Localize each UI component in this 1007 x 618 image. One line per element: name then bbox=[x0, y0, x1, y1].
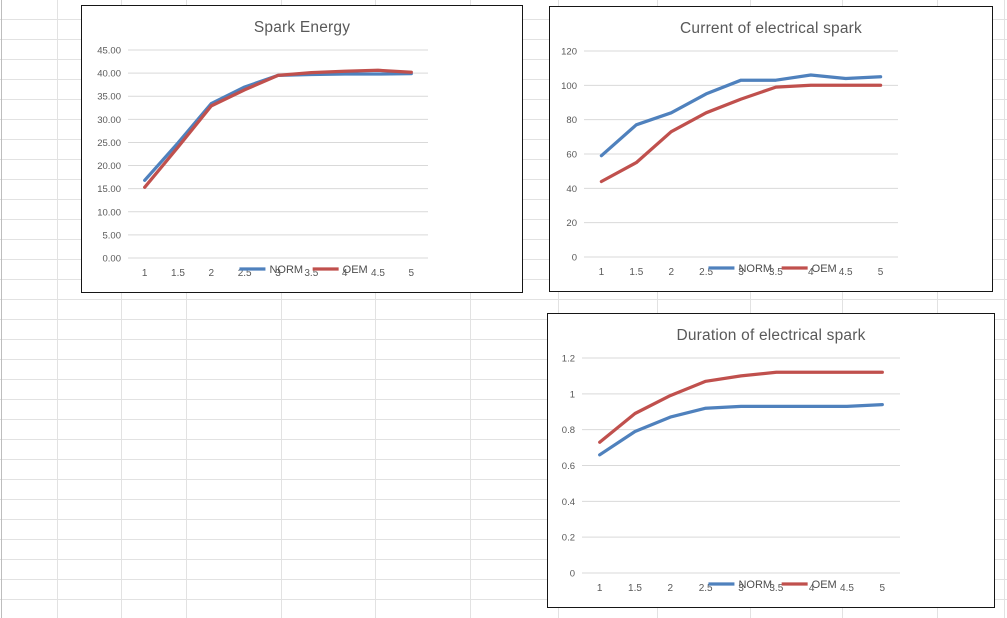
x-axis-tick-labels: 1 1.5 2 2.5 3 3.5 4 4.5 5 bbox=[599, 267, 884, 278]
chart-gridlines bbox=[582, 357, 900, 574]
grid-line-vertical bbox=[470, 0, 471, 618]
svg-text:120: 120 bbox=[561, 47, 577, 58]
grid-line-vertical bbox=[558, 0, 559, 618]
svg-text:4.5: 4.5 bbox=[371, 268, 385, 279]
svg-text:35.00: 35.00 bbox=[97, 92, 121, 103]
svg-text:1: 1 bbox=[597, 583, 603, 594]
svg-text:2: 2 bbox=[668, 267, 674, 278]
svg-text:4: 4 bbox=[809, 583, 815, 594]
svg-text:5: 5 bbox=[409, 268, 415, 279]
svg-text:2.5: 2.5 bbox=[238, 268, 252, 279]
grid-line-vertical bbox=[657, 0, 658, 618]
line-chart-canvas: 0 20 40 60 80 100 120 1 1.5 2 2.5 3 3.5 4 4.5 5 NORM OEM bbox=[561, 47, 898, 278]
svg-text:0.00: 0.00 bbox=[103, 254, 122, 265]
grid-line-vertical bbox=[281, 0, 282, 618]
svg-text:3.5: 3.5 bbox=[304, 268, 318, 279]
grid-line-vertical bbox=[186, 0, 187, 618]
svg-text:15.00: 15.00 bbox=[97, 184, 121, 195]
chart-legend: NORM OEM bbox=[239, 264, 368, 276]
svg-text:3: 3 bbox=[738, 583, 744, 594]
chart-title: Duration of electrical spark bbox=[676, 327, 866, 344]
grid-line-vertical bbox=[57, 0, 58, 618]
line-chart-canvas: 0 0.2 0.4 0.6 0.8 1 1.2 1 1.5 2 2.5 3 3.5 4 4.5 5 NORM OE… bbox=[562, 354, 900, 594]
chart-title: Spark Energy bbox=[253, 19, 351, 36]
chart-legend: NORM OEM bbox=[708, 263, 837, 275]
legend-label-norm: NORM bbox=[738, 263, 772, 275]
grid-line-vertical bbox=[375, 0, 376, 618]
grid-line-vertical bbox=[842, 0, 843, 618]
svg-text:2: 2 bbox=[668, 583, 674, 594]
y-axis-tick-labels: 0 20 40 60 80 100 120 bbox=[561, 47, 577, 264]
svg-text:2.5: 2.5 bbox=[699, 267, 713, 278]
svg-text:3.5: 3.5 bbox=[769, 267, 783, 278]
svg-text:25.00: 25.00 bbox=[97, 138, 121, 149]
legend-label-norm: NORM bbox=[738, 579, 772, 591]
svg-text:100: 100 bbox=[561, 81, 577, 92]
chart-duration-of-electrical-spark[interactable]: Duration of electrical spark 0 0.2 0.4 0.6 0… bbox=[547, 313, 995, 608]
grid-line-vertical bbox=[1, 0, 2, 618]
svg-text:1.5: 1.5 bbox=[629, 267, 643, 278]
series-line-norm bbox=[599, 73, 883, 158]
svg-text:5.00: 5.00 bbox=[103, 230, 122, 241]
svg-text:3: 3 bbox=[738, 267, 744, 278]
grid-line-vertical bbox=[1004, 0, 1005, 618]
series-line-oem bbox=[599, 83, 883, 184]
svg-text:4: 4 bbox=[342, 268, 348, 279]
chart-title: Current of electrical spark bbox=[680, 20, 862, 37]
svg-text:80: 80 bbox=[566, 115, 577, 126]
y-axis-tick-labels: 0 0.2 0.4 0.6 0.8 1 1.2 bbox=[562, 354, 575, 580]
svg-text:4: 4 bbox=[808, 267, 814, 278]
grid-line-vertical bbox=[121, 0, 122, 618]
legend-label-oem: OEM bbox=[812, 263, 837, 275]
line-chart-canvas: 0.00 5.00 10.00 15.00 20.00 25.00 30.00 35.00 40… bbox=[97, 46, 428, 279]
svg-text:1: 1 bbox=[599, 267, 605, 278]
svg-text:4.5: 4.5 bbox=[840, 583, 854, 594]
series-line-norm bbox=[598, 402, 884, 457]
series-line-norm bbox=[143, 71, 413, 182]
svg-text:0.2: 0.2 bbox=[562, 533, 575, 544]
svg-text:0: 0 bbox=[570, 569, 575, 580]
svg-text:30.00: 30.00 bbox=[97, 115, 121, 126]
svg-text:3.5: 3.5 bbox=[769, 583, 783, 594]
chart-spark-energy[interactable]: Spark Energy 0.00 5.00 10.00 15.00 20.00 25.0… bbox=[81, 5, 523, 293]
svg-text:0: 0 bbox=[572, 253, 577, 264]
svg-text:4.5: 4.5 bbox=[839, 267, 853, 278]
grid-line-vertical bbox=[937, 0, 938, 618]
svg-text:45.00: 45.00 bbox=[97, 46, 121, 57]
chart-current-of-electrical-spark[interactable]: Current of electrical spark 0 20 40 60 80 100… bbox=[549, 6, 993, 292]
svg-text:40.00: 40.00 bbox=[97, 69, 121, 80]
svg-text:40: 40 bbox=[566, 184, 577, 195]
svg-text:0.6: 0.6 bbox=[562, 461, 575, 472]
grid-line-vertical bbox=[750, 0, 751, 618]
svg-text:5: 5 bbox=[880, 583, 886, 594]
svg-text:1.5: 1.5 bbox=[171, 268, 185, 279]
chart-legend: NORM OEM bbox=[708, 579, 837, 591]
chart-gridlines bbox=[128, 49, 428, 259]
svg-text:60: 60 bbox=[566, 150, 577, 161]
svg-text:3: 3 bbox=[275, 268, 281, 279]
svg-text:2: 2 bbox=[209, 268, 215, 279]
legend-label-oem: OEM bbox=[343, 264, 368, 276]
svg-text:20.00: 20.00 bbox=[97, 161, 121, 172]
x-axis-tick-labels: 1 1.5 2 2.5 3 3.5 4 4.5 5 bbox=[597, 583, 886, 594]
legend-label-norm: NORM bbox=[269, 264, 303, 276]
svg-text:0.8: 0.8 bbox=[562, 425, 575, 436]
svg-text:1: 1 bbox=[142, 268, 148, 279]
svg-text:1.5: 1.5 bbox=[628, 583, 642, 594]
y-axis-tick-labels: 0.00 5.00 10.00 15.00 20.00 25.00 30.00 35.00 40… bbox=[97, 46, 121, 265]
legend-label-oem: OEM bbox=[812, 579, 837, 591]
svg-text:1.2: 1.2 bbox=[562, 354, 575, 365]
svg-text:2.5: 2.5 bbox=[699, 583, 713, 594]
x-axis-tick-labels: 1 1.5 2 2.5 3 3.5 4 4.5 5 bbox=[142, 268, 415, 279]
svg-text:10.00: 10.00 bbox=[97, 207, 121, 218]
series-line-oem bbox=[598, 370, 884, 444]
svg-text:0.4: 0.4 bbox=[562, 497, 575, 508]
svg-text:20: 20 bbox=[566, 218, 577, 229]
svg-text:1: 1 bbox=[570, 389, 575, 400]
svg-text:5: 5 bbox=[878, 267, 884, 278]
series-line-oem bbox=[143, 68, 413, 189]
